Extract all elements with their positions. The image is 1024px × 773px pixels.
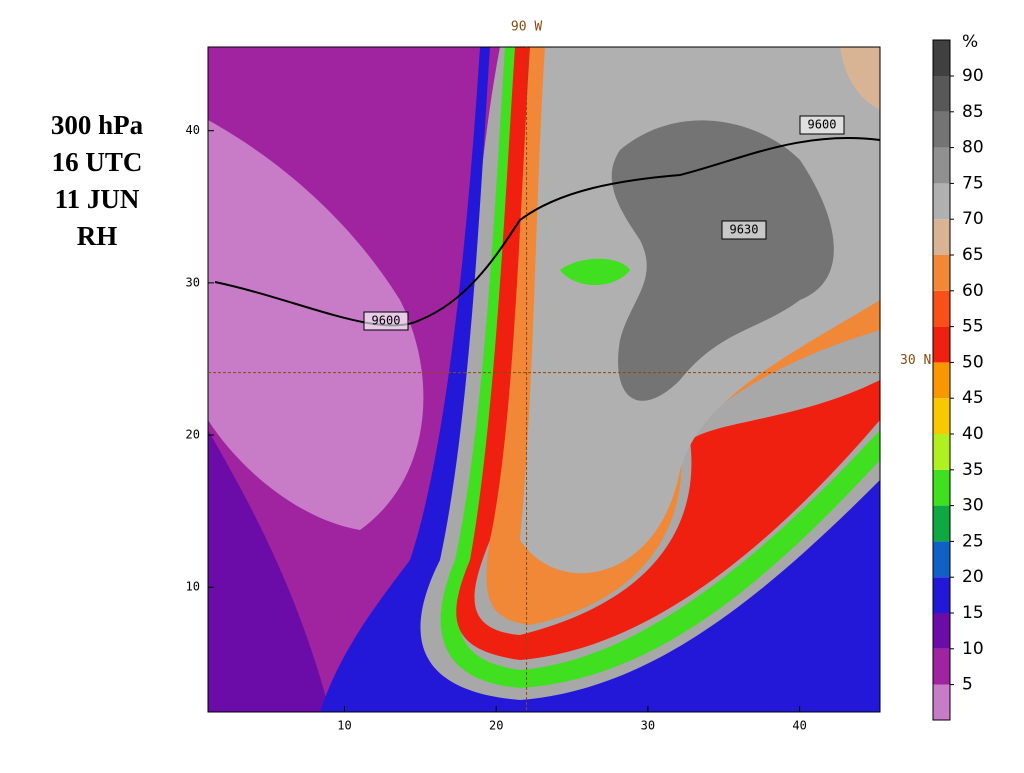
- x-tick-label: 20: [489, 719, 503, 733]
- field-violet: [208, 430, 330, 712]
- colorbar-label: 20: [962, 567, 984, 587]
- colorbar-segment: [933, 219, 950, 255]
- colorbar-segment: [933, 290, 950, 327]
- parallel-label: 30 N: [900, 353, 931, 368]
- colorbar-segment: [933, 40, 950, 76]
- x-tick-label: 40: [792, 719, 806, 733]
- colorbar-segment: [933, 326, 950, 363]
- field-blue: [320, 47, 880, 712]
- colorbar-label: 55: [962, 317, 984, 337]
- contour-label-box: [721, 220, 767, 240]
- colorbar-segment: [933, 398, 950, 434]
- colorbar-segment: [933, 183, 950, 220]
- y-tick-label: 30: [186, 275, 200, 289]
- field-tan: [840, 47, 880, 110]
- colorbar-label: 50: [962, 352, 984, 372]
- colorbar-label: 5: [962, 675, 973, 695]
- colorbar-label: 35: [962, 460, 984, 480]
- colorbar-unit: %: [962, 32, 978, 52]
- field-darkgray: [611, 120, 834, 401]
- colorbar-segment: [933, 505, 950, 542]
- contour-label-box: [799, 115, 845, 135]
- colorbar-segment: [933, 469, 950, 506]
- title-line: 16 UTC: [52, 147, 143, 177]
- title-line: RH: [77, 221, 118, 251]
- meridian-label: 90 W: [511, 20, 542, 35]
- y-tick-label: 20: [186, 428, 200, 442]
- x-tick-label: 30: [641, 719, 655, 733]
- contour-label: 9600: [808, 118, 837, 132]
- rh-field: [208, 47, 880, 712]
- colorbar-segment: [933, 613, 950, 649]
- colorbar-label: 60: [962, 281, 984, 301]
- colorbar-label: 10: [962, 639, 984, 659]
- colorbar-label: 85: [962, 102, 984, 122]
- colorbar-segment: [933, 362, 950, 399]
- colorbar-segment: [933, 76, 950, 112]
- colorbar-label: 40: [962, 424, 984, 444]
- colorbar-segment: [933, 684, 950, 720]
- colorbar-label: 30: [962, 496, 984, 516]
- y-tick-label: 40: [186, 123, 200, 137]
- contour-label-box: [363, 311, 409, 331]
- colorbar-label: 15: [962, 603, 984, 623]
- colorbar-segment: [933, 577, 950, 613]
- colorbar-label: 75: [962, 173, 984, 193]
- colorbar-segment: [933, 255, 950, 291]
- colorbar-segment: [933, 541, 950, 578]
- colorbar-segment: [933, 648, 950, 685]
- colorbar-segment: [933, 434, 950, 470]
- colorbar-label: 65: [962, 245, 984, 265]
- field-red: [456, 47, 880, 660]
- title-line: 300 hPa: [51, 110, 144, 140]
- colorbar-label: 45: [962, 388, 984, 408]
- colorbar-label: 80: [962, 138, 984, 158]
- x-tick-label: 10: [337, 719, 351, 733]
- colorbar-label: 70: [962, 209, 984, 229]
- field-lavender: [208, 120, 424, 530]
- title-line: 11 JUN: [55, 184, 140, 214]
- colorbar-segment: [933, 111, 950, 148]
- y-tick-label: 10: [186, 580, 200, 594]
- colorbar-frame: [932, 39, 951, 721]
- contour-label: 9630: [730, 223, 759, 237]
- colorbar-label: 90: [962, 66, 984, 86]
- colorbar-label: 25: [962, 531, 984, 551]
- contour-label: 9600: [372, 314, 401, 328]
- colorbar-segment: [933, 147, 950, 184]
- plot-frame: [207, 46, 881, 713]
- field-green-spot: [560, 258, 630, 285]
